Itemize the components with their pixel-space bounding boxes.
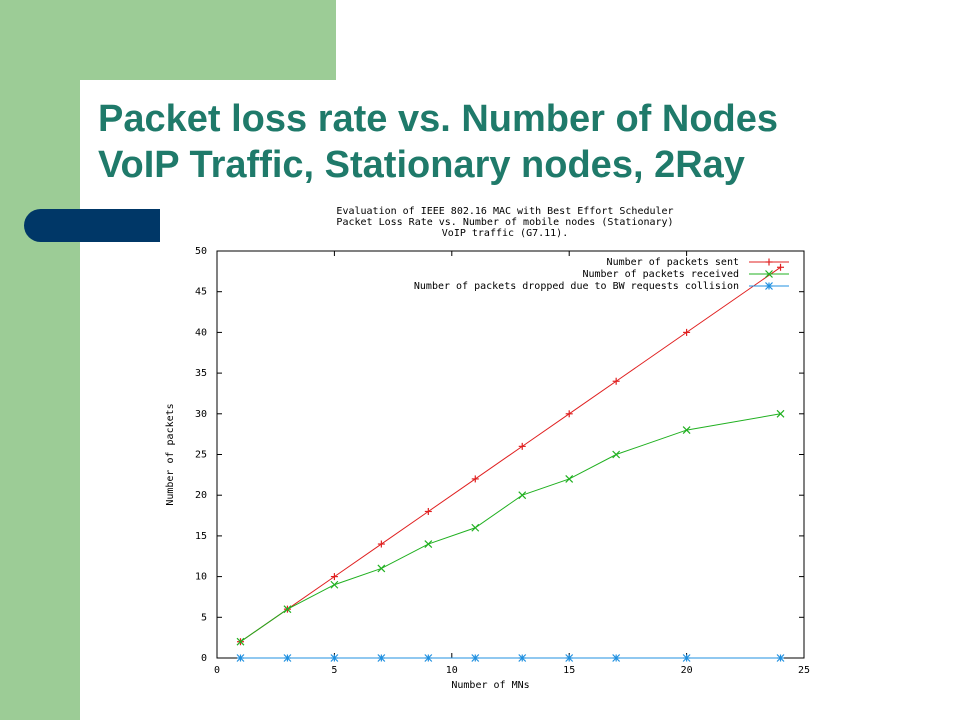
data-point: [765, 258, 773, 266]
series-line: [240, 266, 781, 643]
data-point: [565, 654, 574, 662]
x-tick-label: 25: [798, 665, 810, 676]
data-point: [471, 475, 479, 483]
y-tick-label: 10: [195, 572, 207, 583]
data-point: [612, 377, 620, 385]
y-tick-label: 30: [195, 409, 207, 420]
data-point: [330, 573, 338, 581]
y-tick-label: 50: [195, 246, 207, 257]
x-tick-label: 10: [446, 665, 458, 676]
y-tick-label: 45: [195, 287, 207, 298]
y-tick-label: 5: [201, 612, 207, 623]
chart-title-group: Evaluation of IEEE 802.16 MAC with Best …: [336, 206, 673, 239]
data-point: [424, 540, 433, 548]
data-point: [777, 263, 785, 271]
data-point: [518, 654, 527, 662]
slide-title-line-1: Packet loss rate vs. Number of Nodes: [98, 98, 779, 140]
data-point: [377, 654, 386, 662]
data-point: [765, 270, 773, 278]
axis-ticks: 0 5 10 15 20 25 0 5 10 15 20 25 30 35 40 45 50: [195, 246, 810, 676]
chart-title-line: Evaluation of IEEE 802.16 MAC with Best …: [336, 206, 673, 217]
x-axis-label: Number of MNs: [451, 680, 529, 691]
data-point: [682, 654, 691, 662]
y-tick-label: 35: [195, 368, 207, 379]
data-point: [682, 426, 691, 435]
data-point: [283, 654, 292, 662]
top-decor-band: [80, 0, 336, 80]
y-tick-label: 20: [195, 490, 207, 501]
data-point: [776, 409, 785, 418]
series-line: [240, 413, 781, 643]
data-point: [765, 282, 773, 290]
x-tick-label: 20: [681, 665, 693, 676]
y-tick-label: 40: [195, 327, 207, 338]
chart-title-line: VoIP traffic (G7.11).: [442, 228, 568, 239]
data-point: [565, 474, 574, 483]
data-point: [377, 564, 386, 573]
y-tick-label: 25: [195, 450, 207, 461]
data-point: [776, 654, 785, 662]
accent-bar: [24, 209, 160, 242]
data-point: [330, 654, 339, 662]
data-point: [283, 605, 292, 614]
y-tick-label: 0: [201, 653, 207, 664]
data-point: [236, 637, 245, 646]
x-tick-label: 15: [563, 665, 575, 676]
series-layer: [236, 263, 785, 662]
left-decor-band: [0, 0, 80, 720]
data-point: [612, 450, 621, 459]
slide-title: Packet loss rate vs. Number of Nodes VoI…: [98, 96, 778, 188]
data-point: [612, 654, 621, 662]
legend-label: Number of packets dropped due to BW requ…: [414, 281, 739, 292]
legend-label: Number of packets sent: [607, 257, 739, 268]
y-tick-label: 15: [195, 531, 207, 542]
data-point: [518, 442, 526, 450]
data-point: [683, 328, 691, 336]
data-point: [330, 580, 339, 589]
data-point: [377, 540, 385, 548]
data-point: [471, 654, 480, 662]
data-point: [424, 654, 433, 662]
y-axis-label: Number of packets: [165, 403, 176, 505]
packet-loss-chart: Evaluation of IEEE 802.16 MAC with Best …: [165, 206, 810, 691]
data-point: [236, 654, 245, 662]
x-tick-label: 0: [214, 665, 220, 676]
legend-label: Number of packets received: [582, 269, 739, 280]
data-point: [518, 491, 527, 500]
slide-title-line-2: VoIP Traffic, Stationary nodes, 2Ray: [98, 144, 745, 186]
x-tick-label: 5: [331, 665, 337, 676]
chart-title-line: Packet Loss Rate vs. Number of mobile no…: [336, 217, 673, 228]
data-point: [471, 523, 480, 532]
data-point: [565, 410, 573, 418]
data-point: [424, 507, 432, 515]
